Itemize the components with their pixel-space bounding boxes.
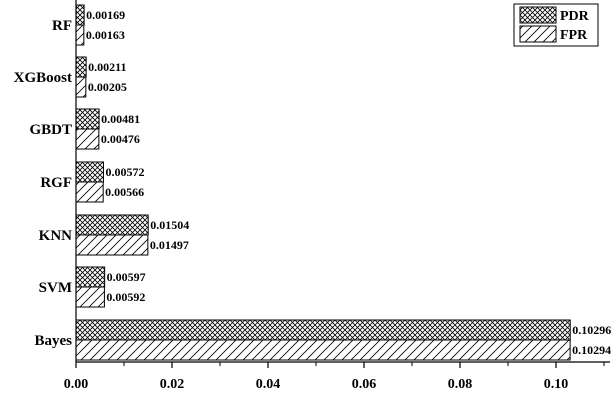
legend-swatch-fpr [519,25,557,43]
bar-pdr [75,266,106,288]
bar-fpr [75,76,87,98]
legend-label-pdr: PDR [560,9,590,24]
data-label-fpr: 0.00476 [101,132,140,146]
legend-label-fpr: FPR [560,28,588,43]
x-tick-label: 0.08 [448,377,473,392]
data-label-pdr: 0.01504 [150,218,189,232]
legend: PDR FPR [513,3,599,47]
bar-fpr [75,128,100,150]
x-tick-label: 0.10 [544,377,569,392]
data-label-fpr: 0.00566 [105,185,144,199]
category-label: XGBoost [14,70,72,86]
data-label-fpr: 0.01497 [150,238,189,252]
bar-pdr [75,319,571,341]
data-label-pdr: 0.00481 [101,112,140,126]
bar-pdr [75,161,104,183]
data-label-fpr: 0.00592 [106,290,145,304]
category-label: Bayes [35,333,73,349]
bar-pdr [75,4,85,26]
category-labels-layer: RF XGBoost GBDT RGF KNN SVM Bayes [14,18,73,349]
bar-fpr [75,339,571,361]
bar-pdr [75,214,149,236]
bar-pdr [75,108,100,130]
bar-fpr [75,286,105,308]
x-tick-label: 0.04 [256,377,281,392]
bar-fpr [75,24,85,46]
data-label-pdr: 0.00572 [105,165,144,179]
data-label-pdr: 0.10296 [572,323,611,337]
bar-fpr [75,234,149,256]
category-label: SVM [39,280,72,296]
bar-fpr [75,181,104,203]
category-label: RF [52,18,72,34]
data-label-pdr: 0.00597 [107,270,146,284]
x-ticks-layer: 0.00 0.02 0.04 0.06 0.08 0.10 [64,362,605,392]
bars-layer [75,4,571,361]
data-label-pdr: 0.00211 [88,60,126,74]
data-label-fpr: 0.00205 [88,80,127,94]
x-tick-label: 0.00 [64,377,89,392]
category-label: KNN [39,228,73,244]
x-tick-label: 0.02 [160,377,185,392]
data-label-fpr: 0.00163 [86,28,125,42]
category-label: GBDT [29,122,72,138]
bar-pdr [75,56,87,78]
x-tick-label: 0.06 [352,377,377,392]
data-label-fpr: 0.10294 [572,343,611,357]
legend-swatch-pdr [519,6,557,24]
data-labels-layer: 0.00169 0.00163 0.00211 0.00205 0.00481 0.004… [86,8,611,357]
data-label-pdr: 0.00169 [86,8,125,22]
category-label: RGF [40,175,72,191]
